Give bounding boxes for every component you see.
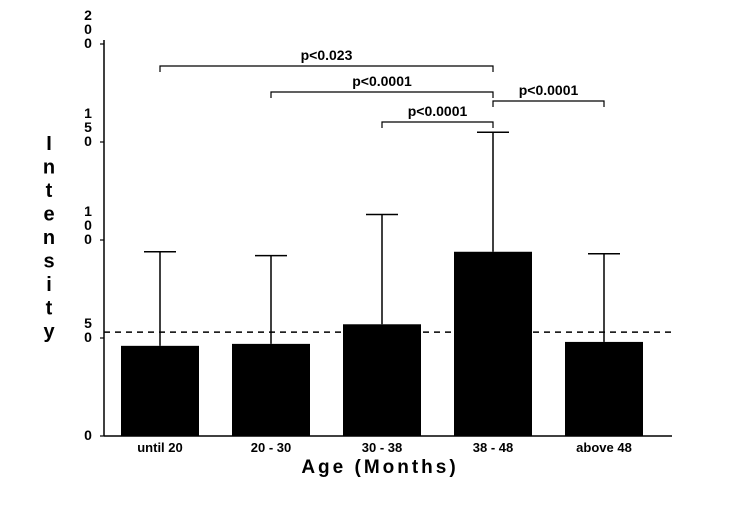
bar	[343, 324, 421, 436]
bar	[121, 345, 199, 436]
significance-bracket: p<0.0001	[270, 73, 494, 98]
p-value-label: p<0.0001	[352, 73, 412, 89]
y-tick-label: 0	[84, 427, 92, 443]
bar	[454, 251, 532, 436]
x-tick-label: 38 - 48	[473, 440, 513, 455]
x-axis-title: Age (Months)	[301, 457, 458, 478]
x-axis-categories: until 20 20 - 30 30 - 38 38 - 48 above 48	[137, 440, 632, 455]
p-value-label: p<0.023	[301, 47, 353, 63]
y-axis-ticks: 0 5 0 1 0 0 1 5 0 2 0 0	[84, 7, 104, 443]
p-value-label: p<0.0001	[519, 82, 579, 98]
x-tick-label: 20 - 30	[251, 440, 291, 455]
significance-bracket: p<0.023	[159, 47, 494, 72]
plot-area: p<0.023 p<0.0001 p<0.0001 p<0.0001	[103, 40, 672, 437]
bar	[565, 341, 643, 436]
p-value-label: p<0.0001	[408, 103, 468, 119]
x-tick-label: until 20	[137, 440, 183, 455]
significance-bracket: p<0.0001	[381, 103, 494, 128]
significance-bracket: p<0.0001	[492, 82, 605, 107]
x-tick-label: 30 - 38	[362, 440, 402, 455]
x-tick-label: above 48	[576, 440, 632, 455]
bar	[232, 343, 310, 436]
